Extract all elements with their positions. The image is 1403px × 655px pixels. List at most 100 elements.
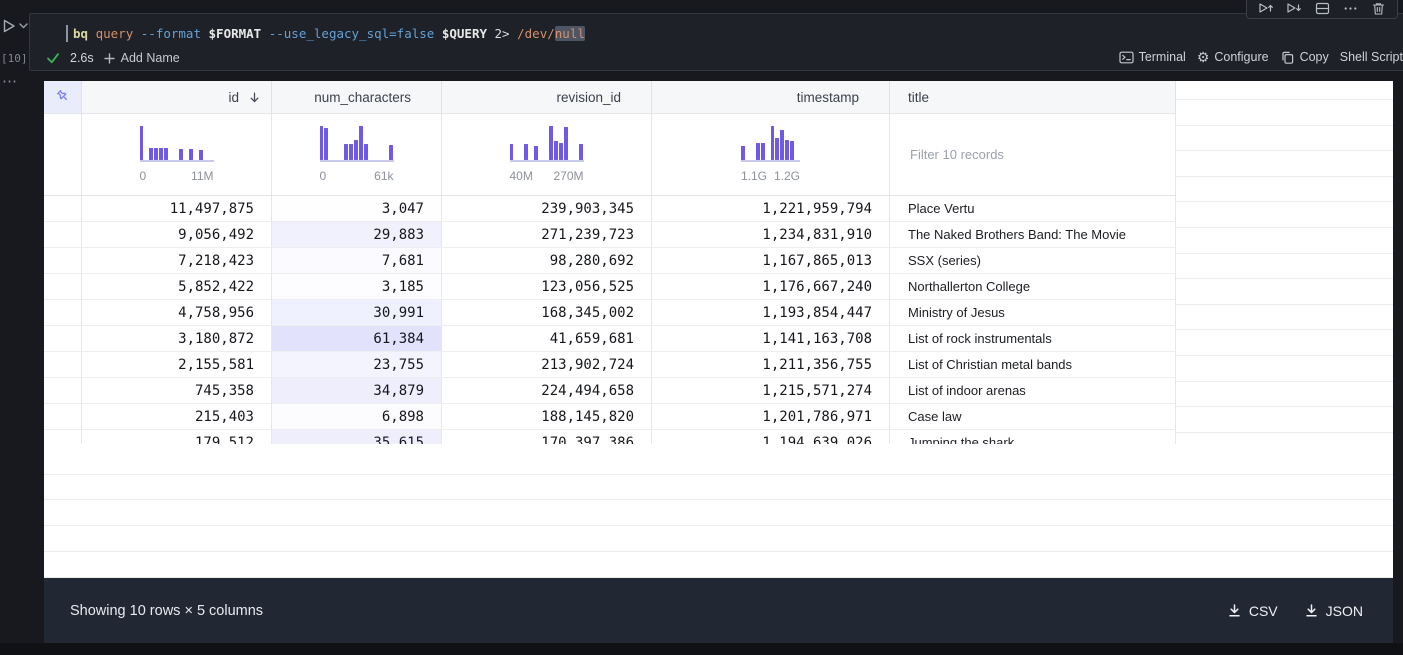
cell-title: Place Vertu [890, 196, 1176, 221]
split-cell-icon[interactable] [1314, 0, 1330, 16]
histogram-bar [349, 144, 354, 160]
cell-timestamp: 1,176,667,240 [652, 274, 890, 299]
run-duration: 2.6s [70, 51, 94, 65]
column-label: revision_id [556, 89, 621, 105]
histogram-bar [780, 130, 785, 160]
cell-id: 745,358 [82, 378, 272, 403]
run-cell-button[interactable] [3, 19, 16, 33]
empty-row [1176, 330, 1393, 356]
histogram-bar [139, 126, 144, 160]
histogram-max-label: 270M [553, 169, 584, 183]
histogram-bar [324, 128, 329, 160]
action-shell-script[interactable]: Shell Script [1340, 50, 1403, 64]
download-csv-button[interactable]: CSV [1227, 603, 1278, 619]
execution-count: [10] [1, 52, 28, 65]
histogram-min-label: 0 [139, 169, 147, 183]
histogram-id: 0 11M [139, 126, 214, 183]
code-token: $QUERY [441, 26, 487, 41]
cell-num_characters: 34,879 [272, 378, 442, 403]
column-label: title [908, 89, 930, 105]
column-header-num_characters[interactable]: num_characters [272, 81, 442, 113]
action-terminal[interactable]: Terminal [1118, 50, 1186, 65]
page-bottom-strip [0, 643, 1403, 655]
cell-revision_id: 224,494,658 [442, 378, 652, 403]
cell-revision_id: 188,145,820 [442, 404, 652, 429]
run-below-icon[interactable] [1286, 0, 1302, 16]
text-cursor [66, 25, 68, 42]
column-header-id[interactable]: id [82, 81, 272, 113]
cell-title: List of Christian metal bands [890, 352, 1176, 377]
histogram-cell-pin [44, 114, 82, 195]
code-token: /dev/ [517, 26, 555, 41]
run-options-chevron-down-icon[interactable] [19, 23, 28, 29]
code-token [88, 26, 96, 41]
column-header-revision_id[interactable]: revision_id [442, 81, 652, 113]
cell-timestamp: 1,201,786,971 [652, 404, 890, 429]
cell-revision_id: 41,659,681 [442, 326, 652, 351]
cell-title: Ministry of Jesus [890, 300, 1176, 325]
action-label: Copy [1299, 50, 1329, 64]
histogram-bar [154, 148, 159, 160]
cell-num_characters: 23,755 [272, 352, 442, 377]
empty-row [1176, 305, 1393, 331]
cell-id: 2,155,581 [82, 352, 272, 377]
table-row: 5,852,422 3,185 123,056,525 1,176,667,240 No… [44, 274, 1176, 300]
action-copy[interactable]: Copy [1280, 50, 1329, 65]
column-header-pin[interactable] [44, 81, 82, 113]
cell-timestamp: 1,234,831,910 [652, 222, 890, 247]
code-token: null [554, 26, 585, 41]
histogram-cell-revision_id: 40M 270M [442, 114, 652, 195]
more-icon[interactable] [1342, 0, 1358, 16]
cell-more-icon[interactable]: ⋯ [2, 73, 18, 90]
gear-icon: ⚙ [1196, 49, 1210, 65]
cell-revision_id: 271,239,723 [442, 222, 652, 247]
column-label: id [228, 89, 239, 105]
empty-grid-right [1176, 81, 1393, 459]
table-row: 215,403 6,898 188,145,820 1,201,786,971 Case… [44, 404, 1176, 430]
cell-pin [44, 300, 82, 325]
cell-pin [44, 196, 82, 221]
histogram-max-label: 61k [374, 169, 394, 183]
cell-pin [44, 248, 82, 273]
histogram-baseline [509, 160, 584, 162]
histogram-bar [790, 141, 795, 160]
histogram-bar [344, 144, 349, 160]
histogram-bar [578, 144, 583, 160]
table-row: 745,358 34,879 224,494,658 1,215,571,274 Lis… [44, 378, 1176, 404]
cell-revision_id: 98,280,692 [442, 248, 652, 273]
cell-title: List of indoor arenas [890, 378, 1176, 403]
code-token: 2> [494, 26, 510, 41]
column-header-title[interactable]: title [890, 81, 1176, 113]
action-label: Configure [1214, 50, 1269, 64]
cell-revision_id: 239,903,345 [442, 196, 652, 221]
cell-revision_id: 168,345,002 [442, 300, 652, 325]
cell-num_characters: 30,991 [272, 300, 442, 325]
copy-icon [1280, 50, 1295, 65]
table-row: 7,218,423 7,681 98,280,692 1,167,865,013 SSX… [44, 248, 1176, 274]
run-above-icon[interactable] [1258, 0, 1274, 16]
histogram-bar [558, 143, 563, 160]
action-label: Terminal [1138, 50, 1186, 64]
download-json-button[interactable]: JSON [1304, 603, 1363, 619]
delete-icon[interactable] [1370, 0, 1386, 16]
cell-id: 215,403 [82, 404, 272, 429]
column-header-timestamp[interactable]: timestamp [652, 81, 890, 113]
download-icon [1304, 603, 1319, 618]
histogram-bar [188, 149, 193, 160]
code-token [201, 26, 209, 41]
histogram-min-label: 0 [319, 169, 327, 183]
sort-desc-icon[interactable] [248, 91, 261, 104]
filter-records-input[interactable] [890, 147, 1160, 162]
histogram-bar [785, 140, 790, 160]
empty-row [44, 475, 1393, 501]
cell-id: 11,497,875 [82, 196, 272, 221]
add-name-button[interactable]: Add Name [103, 51, 180, 65]
pin-icon[interactable] [55, 88, 71, 107]
cell-id: 3,180,872 [82, 326, 272, 351]
action-configure[interactable]: ⚙ Configure [1197, 50, 1269, 64]
histogram-bar [770, 126, 775, 160]
empty-row [1176, 279, 1393, 305]
cell-num_characters: 7,681 [272, 248, 442, 273]
histogram-bar [363, 144, 368, 160]
code-line[interactable]: bq query --format $FORMAT --use_legacy_s… [73, 26, 585, 42]
